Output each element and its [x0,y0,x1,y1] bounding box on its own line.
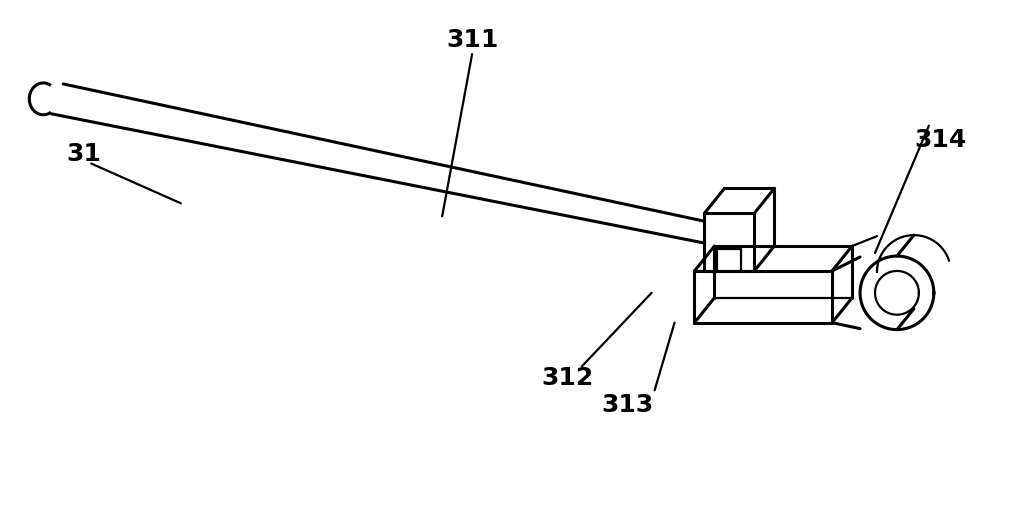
Text: 31: 31 [66,142,101,166]
Text: 312: 312 [542,366,594,390]
Text: 313: 313 [602,393,654,417]
Text: 311: 311 [446,28,499,52]
Text: 314: 314 [915,128,967,152]
